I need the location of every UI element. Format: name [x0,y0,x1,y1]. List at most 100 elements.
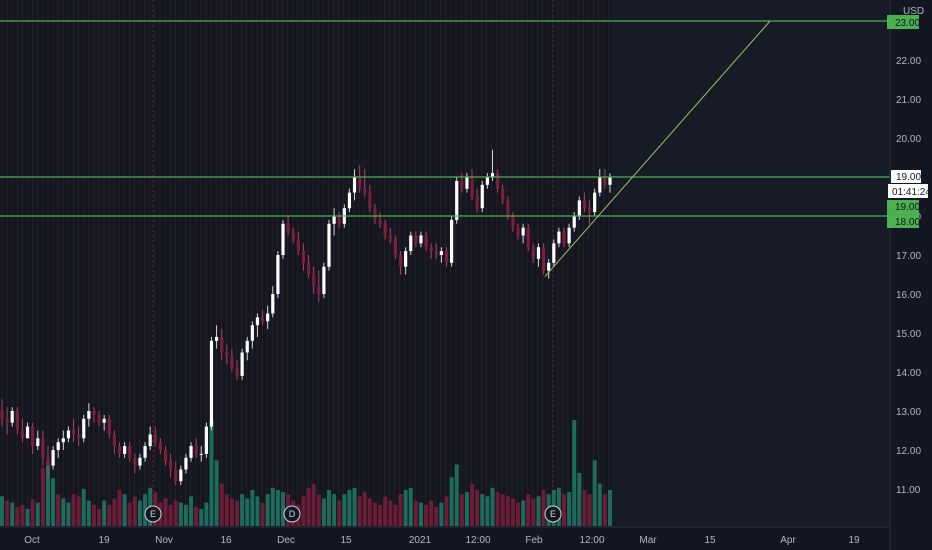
event-marker-icon[interactable]: E [544,505,562,523]
svg-text:19.00: 19.00 [895,202,920,213]
candle [15,407,19,435]
time-axis[interactable] [0,527,890,550]
volume-bar [199,509,204,526]
volume-bar [592,460,597,526]
candle [317,270,321,302]
candle [82,414,86,443]
volume-bar [556,487,561,526]
volume-bar [81,488,86,526]
volume-bar [209,420,214,526]
svg-text:01:41:24: 01:41:24 [892,187,931,198]
event-marker-icon[interactable]: D [283,505,301,523]
candle [250,321,254,349]
candle [511,212,515,232]
candle [439,247,443,263]
trend-line[interactable] [544,20,771,277]
volume-bar [311,483,316,526]
candle [36,430,40,450]
volume-bar [326,489,331,526]
time-tick-label: 12:00 [465,535,490,546]
volume-bars [0,420,612,526]
candle [235,360,239,380]
volume-bar [117,489,122,526]
volume-bar [10,502,15,526]
volume-bar [485,496,490,526]
candle [107,414,111,439]
future-area [612,0,890,527]
volume-bar [71,494,76,526]
volume-bar [398,494,403,526]
candle [444,247,449,267]
candle [327,219,331,271]
candle [450,216,454,267]
candle [174,461,178,486]
volume-bar [132,496,137,526]
volume-bar [577,473,582,526]
candle [46,446,50,478]
candle [429,243,433,259]
candle [220,329,224,361]
svg-text:19.00: 19.00 [896,172,921,183]
candle [189,442,193,462]
volume-bar [429,500,434,526]
candle [276,251,280,298]
price-tick-label: 12.00 [896,446,921,457]
candle [368,184,372,213]
price-tick-label: 21.00 [896,95,921,106]
volume-bar [5,500,10,526]
candle [266,305,270,330]
time-tick-label: 12:00 [579,535,604,546]
candle [281,219,285,259]
candle [593,188,597,216]
candle [148,426,152,450]
volume-bar [137,500,142,526]
candle [352,169,357,201]
candle [128,442,132,462]
volume-bar [15,506,20,526]
time-tick-label: Nov [155,535,173,546]
drawing-lines[interactable] [0,20,890,277]
vertical-gridlines [1,0,610,527]
time-tick-label: 19 [848,535,860,546]
candle [337,212,341,228]
candle [358,165,362,193]
volume-bar [372,502,377,526]
candle [557,227,561,248]
volume-bar [403,489,408,526]
candle [225,344,229,365]
volume-bar [388,500,393,526]
candle [521,223,525,244]
time-tick-label: 15 [704,535,716,546]
volume-bar [352,487,357,526]
event-marker-icon[interactable]: E [144,505,162,523]
volume-bar [45,462,50,526]
volume-bar [408,487,413,526]
candle [332,208,336,236]
candle [230,348,234,372]
volume-bar [178,502,183,526]
candle [409,231,413,255]
candle [199,446,203,462]
volume-bar [439,502,444,526]
candle [470,169,474,201]
price-axis[interactable] [890,0,932,550]
candle [388,227,392,244]
time-tick-label: Dec [277,535,295,546]
volume-bar [194,506,199,526]
volume-bar [449,477,454,526]
badge-line-low: 18.00 [887,214,920,228]
volume-bar [424,504,429,526]
volume-bar [245,498,250,526]
candle [582,192,587,213]
candle [87,403,91,427]
volume-bar [214,460,219,526]
candle [312,266,316,294]
candle [501,184,505,205]
candle [378,212,382,228]
candle [92,407,96,423]
volume-bar [306,487,311,526]
candle [286,216,290,236]
